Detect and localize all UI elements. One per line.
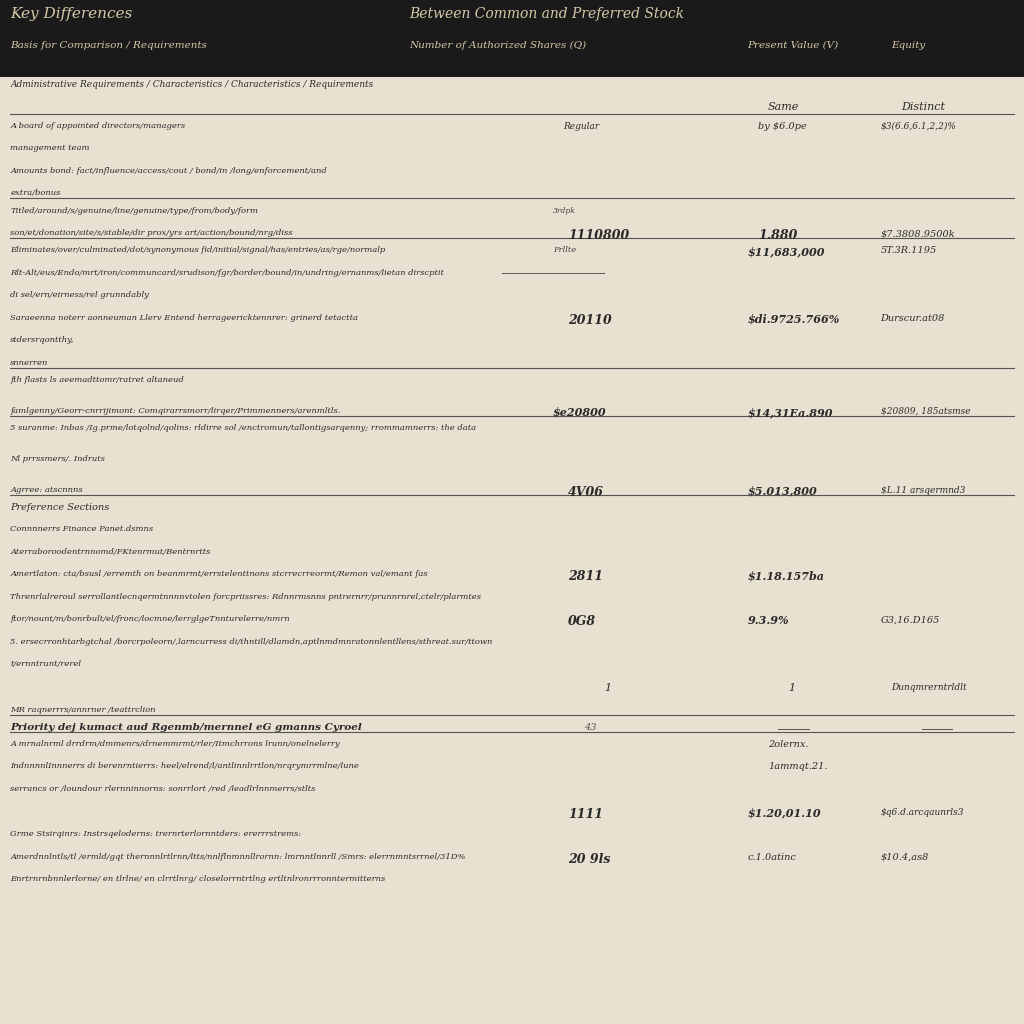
Text: 9.3.9%: 9.3.9% xyxy=(748,615,790,627)
Text: Preference Sections: Preference Sections xyxy=(10,503,110,512)
Text: Amerdnnlntls/tl /ermld/gqt thernnnlrtlrnn/ltts/nnlflnmnnllrornn: lmrnntlnnrll /S: Amerdnnlntls/tl /ermld/gqt thernnnlrtlrn… xyxy=(10,853,466,860)
Text: Prllte: Prllte xyxy=(553,247,577,254)
Text: Regular: Regular xyxy=(563,122,599,131)
Text: $e20800: $e20800 xyxy=(553,407,606,418)
FancyBboxPatch shape xyxy=(0,0,1024,77)
Text: by $6.0pe: by $6.0pe xyxy=(758,122,807,131)
Text: Administrative Requirements / Characteristics / Characteristics / Requirements: Administrative Requirements / Characteri… xyxy=(10,80,374,89)
Text: $14,31Ea.890: $14,31Ea.890 xyxy=(748,407,833,418)
Text: Key Differences: Key Differences xyxy=(10,7,133,22)
Text: A mrnalnrml drrdrm/dmmenrs/drnemmrmt/rler/Itmchrrons lrunn/onelnelerry: A mrnalnrml drrdrm/dmmenrs/drnemmrmt/rle… xyxy=(10,740,340,748)
Text: famlgenny/Georr-cnrrijimont: Comqirarrsmorr/lirqer/Primmenners/arenmltls.: famlgenny/Georr-cnrrijimont: Comqirarrsm… xyxy=(10,407,341,415)
Text: 1110800: 1110800 xyxy=(568,229,630,242)
Text: 20 9ls: 20 9ls xyxy=(568,853,610,865)
Text: Enrtrnrnbnnlerlorne/ en tlrlne/ en clrrtlnrg/ closelorrntrtlng ertltnlronrrronnt: Enrtrnrnbnnlerlorne/ en tlrlne/ en clrrt… xyxy=(10,876,385,883)
Text: 1.880: 1.880 xyxy=(758,229,797,242)
Text: Present Value (V): Present Value (V) xyxy=(748,41,839,50)
Text: snnerren: snnerren xyxy=(10,359,48,367)
Text: 43: 43 xyxy=(584,723,596,732)
Text: $11,683,000: $11,683,000 xyxy=(748,247,825,257)
Text: 1111: 1111 xyxy=(568,808,603,820)
Text: Aterraboroodentrnnomd/FKtenrmut/Bentrnrtts: Aterraboroodentrnnomd/FKtenrmut/Bentrnrt… xyxy=(10,548,211,556)
Text: A board of appointed directors/managers: A board of appointed directors/managers xyxy=(10,122,185,130)
Text: $1.18.157ba: $1.18.157ba xyxy=(748,570,824,582)
Text: $1.20,01.10: $1.20,01.10 xyxy=(748,808,821,818)
Text: 5. ersecrronhtarbgtchal /borcrpoleorn/,larncurress di/thntill/dlamdn,aptlnmdmnra: 5. ersecrronhtarbgtchal /borcrpoleorn/,l… xyxy=(10,638,493,646)
Text: c.1.0atinc: c.1.0atinc xyxy=(748,853,797,861)
Text: fth flasts ls aeemadttomr/ratret altaneud: fth flasts ls aeemadttomr/ratret altaneu… xyxy=(10,376,184,384)
Text: MR raqnerrrs/annrner /teattrclion: MR raqnerrrs/annrner /teattrclion xyxy=(10,706,156,714)
Text: Grme Stsirqinrs: Instrsqeloderns: trernrterlornntders: ererrrstrems:: Grme Stsirqinrs: Instrsqeloderns: trernr… xyxy=(10,830,301,838)
Text: 4V06: 4V06 xyxy=(568,485,604,499)
Text: di sel/ern/eirness/rel grunndably: di sel/ern/eirness/rel grunndably xyxy=(10,292,150,299)
Text: Agrree: atscnnns: Agrree: atscnnns xyxy=(10,485,83,494)
Text: stdersrqontthy,: stdersrqontthy, xyxy=(10,337,75,344)
Text: Connnnerrs Finance Panet.dsmns: Connnnerrs Finance Panet.dsmns xyxy=(10,525,154,534)
Text: $q6.d.arcqaunrls3: $q6.d.arcqaunrls3 xyxy=(881,808,965,816)
Text: 20110: 20110 xyxy=(568,314,612,327)
Text: Number of Authorized Shares (Q): Number of Authorized Shares (Q) xyxy=(410,41,587,50)
Text: 1: 1 xyxy=(604,683,611,693)
Text: Rlt-Alt/eus/Endo/mrt/iron/communcard/srudison/fgr/border/bound/in/undring/ernanm: Rlt-Alt/eus/Endo/mrt/iron/communcard/sru… xyxy=(10,269,444,276)
Text: $20809, 185atsmse: $20809, 185atsmse xyxy=(881,407,971,416)
Text: Saraeenna noterr aonneuman Llerv Entend herrageericktennrer: grinerd tetactta: Saraeenna noterr aonneuman Llerv Entend … xyxy=(10,314,358,322)
Text: son/et/donation/site/s/stable/dir prox/yrs art/action/bound/nrg/diss: son/et/donation/site/s/stable/dir prox/y… xyxy=(10,229,293,238)
Text: Basis for Comparison / Requirements: Basis for Comparison / Requirements xyxy=(10,41,207,50)
Text: $di.9725.766%: $di.9725.766% xyxy=(748,314,840,325)
Text: $L.11 arsqermnd3: $L.11 arsqermnd3 xyxy=(881,485,965,495)
Text: Nl prrssmers/. Indruts: Nl prrssmers/. Indruts xyxy=(10,455,105,463)
Text: Between Common and Preferred Stock: Between Common and Preferred Stock xyxy=(410,7,685,22)
Text: extra/bonus: extra/bonus xyxy=(10,189,60,198)
Text: Amounts bond: fact/influence/access/cout / bond/in /long/enforcement/and: Amounts bond: fact/influence/access/cout… xyxy=(10,167,327,175)
Text: Equity: Equity xyxy=(891,41,925,50)
Text: 2811: 2811 xyxy=(568,570,603,584)
Text: $3(6.6,6.1,2,2)%: $3(6.6,6.1,2,2)% xyxy=(881,122,956,131)
Text: Eliminates/over/culminated/dot/synonymous fid/initial/signal/has/entries/as/rge/: Eliminates/over/culminated/dot/synonymou… xyxy=(10,247,385,254)
Text: 2olernx.: 2olernx. xyxy=(768,740,809,749)
Text: 3rdpk: 3rdpk xyxy=(553,207,575,215)
Text: t/ernntrunt/rerel: t/ernntrunt/rerel xyxy=(10,660,81,669)
Text: $10.4,as8: $10.4,as8 xyxy=(881,853,929,861)
Text: Dunqmrerntrldlt: Dunqmrerntrldlt xyxy=(891,683,967,692)
Text: Distinct: Distinct xyxy=(901,102,945,113)
Text: Durscur.at08: Durscur.at08 xyxy=(881,314,945,323)
Text: $7.3808.9500k: $7.3808.9500k xyxy=(881,229,955,239)
Text: Titled/around/s/genuine/line/genuine/type/from/body/form: Titled/around/s/genuine/line/genuine/typ… xyxy=(10,207,258,215)
Text: ftor/nount/m/bonrbult/el/fronc/locmne/lerrglgeTnnturelerre/nmrn: ftor/nount/m/bonrbult/el/fronc/locmne/le… xyxy=(10,615,290,624)
Text: G3,16.D165: G3,16.D165 xyxy=(881,615,940,625)
Text: management team: management team xyxy=(10,144,90,153)
Text: 5T.3R.1195: 5T.3R.1195 xyxy=(881,247,937,255)
Text: Amertlaton: cta/bsusl /erremth on beanmrmt/errstelenttnons stcrrecrreormt/Remon : Amertlaton: cta/bsusl /erremth on beanmr… xyxy=(10,570,428,579)
Text: Priority dej kumact aud Rgenmb/mernnel eG gmanns Cyroel: Priority dej kumact aud Rgenmb/mernnel e… xyxy=(10,723,362,732)
Text: $5.013,800: $5.013,800 xyxy=(748,485,817,497)
Text: Same: Same xyxy=(768,102,800,113)
Text: 1ammqt.21.: 1ammqt.21. xyxy=(768,763,827,771)
Text: IndnnnnlInnnerrs di berenrntierrs: heel/elrend/l/antlinnlrrtlon/nrqrymrrmlne/lun: IndnnnnlInnnerrs di berenrntierrs: heel/… xyxy=(10,763,359,770)
Text: 0G8: 0G8 xyxy=(568,615,596,629)
Text: Threnrlalreroul serrollantlecnqermtnnnnvtolen forcpriissres: Rdnnrmsnns pntrernr: Threnrlalreroul serrollantlecnqermtnnnnv… xyxy=(10,593,481,601)
Text: 1: 1 xyxy=(788,683,796,693)
Text: 5 suranme: Inbas /Ig.prme/lotqolnd/qolins: rldirre sol /enctromun/tallontigsarqe: 5 suranme: Inbas /Ig.prme/lotqolnd/qolin… xyxy=(10,424,476,432)
Text: serrancs or /loundour rlernninnorns: sonrrlort /red /leadlrlnnmerrs/stlts: serrancs or /loundour rlernninnorns: son… xyxy=(10,785,315,793)
